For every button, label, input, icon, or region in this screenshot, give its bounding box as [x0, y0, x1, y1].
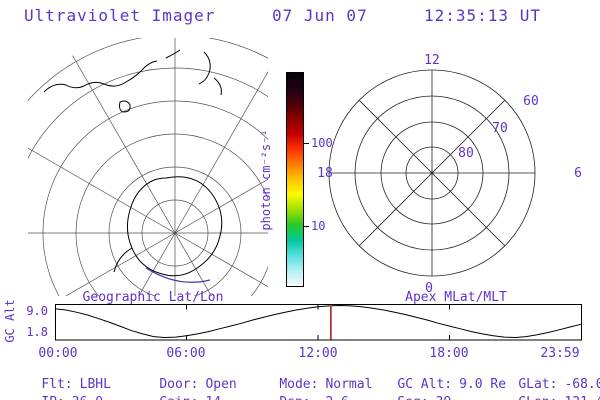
plot-axis-ticks — [186, 305, 450, 340]
status-seq: Seq: 39 — [366, 380, 451, 400]
status-glat-label: GLat: — [518, 377, 558, 392]
mlat-label-70: 70 — [492, 121, 508, 136]
geo-caption: Geographic Lat/Lon — [82, 290, 224, 305]
colorbar-unit-label: photon cm⁻²s⁻¹ — [259, 129, 273, 231]
app-title: Ultraviolet Imager — [24, 6, 216, 25]
status-dsp-label: Dsp: — [279, 395, 310, 400]
status-flt: Flt: LBHL — [10, 362, 111, 400]
status-door-label: Door: — [159, 377, 199, 392]
colorbar-gradient — [287, 73, 303, 286]
status-ip-value: 36.0 — [72, 395, 103, 400]
date-display: 07 Jun 07 — [272, 6, 368, 25]
apex-polar-plot: 12 18 6 0 60 70 80 — [317, 53, 582, 296]
plot-frame — [55, 304, 582, 341]
gc-alt-axis-label: GC Alt — [3, 299, 17, 343]
status-dsp: Dsp: -2.6 — [248, 380, 349, 400]
status-seq-label: Seq: — [397, 395, 428, 400]
gc-alt-ytick-top: 9.0 — [26, 304, 48, 318]
gc-alt-ytick-bottom: 1.8 — [26, 325, 48, 339]
status-door: Door: Open — [128, 362, 237, 400]
mlt-label-6: 6 — [574, 166, 582, 181]
status-mode-value: Normal — [325, 377, 373, 392]
status-gc-alt-value: 9.0 Re — [459, 377, 507, 392]
colorbar-tick-mark-100 — [304, 143, 309, 144]
status-mode-label: Mode: — [279, 377, 319, 392]
geo-grid — [28, 38, 268, 296]
apex-caption: Apex MLat/MLT — [405, 290, 507, 305]
colorbar-tick-mark-10 — [304, 226, 309, 227]
colorbar — [286, 72, 304, 287]
xtick-1800: 18:00 — [429, 346, 469, 361]
xtick-0000: 00:00 — [38, 346, 78, 361]
gc-alt-curve — [55, 304, 582, 339]
coastlines — [43, 49, 223, 277]
status-glat-value: -68.0 — [564, 377, 600, 392]
colorbar-tick-100: 100 — [311, 136, 333, 150]
mlat-label-80: 80 — [458, 146, 474, 161]
time-display: 12:35:13 UT — [424, 6, 541, 25]
status-glon-value: 121.4 — [564, 395, 600, 400]
status-glon: GLon: 121.4 — [487, 380, 600, 400]
gc-alt-plot — [55, 304, 582, 341]
status-gain-value: 14 — [205, 395, 221, 400]
status-glon-label: GLon: — [518, 395, 557, 400]
status-glat: GLat: -68.0 — [487, 362, 600, 400]
status-mode: Mode: Normal — [248, 362, 372, 400]
status-flt-label: Flt: — [41, 377, 73, 392]
status-gc-alt: GC Alt: 9.0 Re — [366, 362, 506, 400]
xtick-2359: 23:59 — [540, 346, 580, 361]
geographic-map — [28, 38, 268, 296]
mlat-label-60: 60 — [523, 94, 539, 109]
mlt-label-0: 0 — [425, 281, 433, 296]
mlt-label-18: 18 — [317, 166, 333, 181]
status-gain: Gain: 14 — [128, 380, 221, 400]
status-gc-alt-label: GC Alt: — [397, 377, 453, 392]
status-gain-label: Gain: — [159, 395, 198, 400]
apex-grid — [328, 69, 536, 277]
colorbar-tick-10: 10 — [311, 219, 326, 233]
xtick-0600: 06:00 — [166, 346, 206, 361]
status-ip-label: IP: — [41, 395, 64, 400]
mlt-label-12: 12 — [424, 53, 440, 68]
status-seq-value: 39 — [436, 395, 452, 400]
status-door-value: Open — [205, 377, 237, 392]
orbit-track — [145, 267, 211, 283]
status-dsp-value: -2.6 — [318, 395, 349, 400]
xtick-1200: 12:00 — [298, 346, 338, 361]
status-flt-value: LBHL — [79, 377, 111, 392]
status-ip: IP: 36.0 — [10, 380, 103, 400]
